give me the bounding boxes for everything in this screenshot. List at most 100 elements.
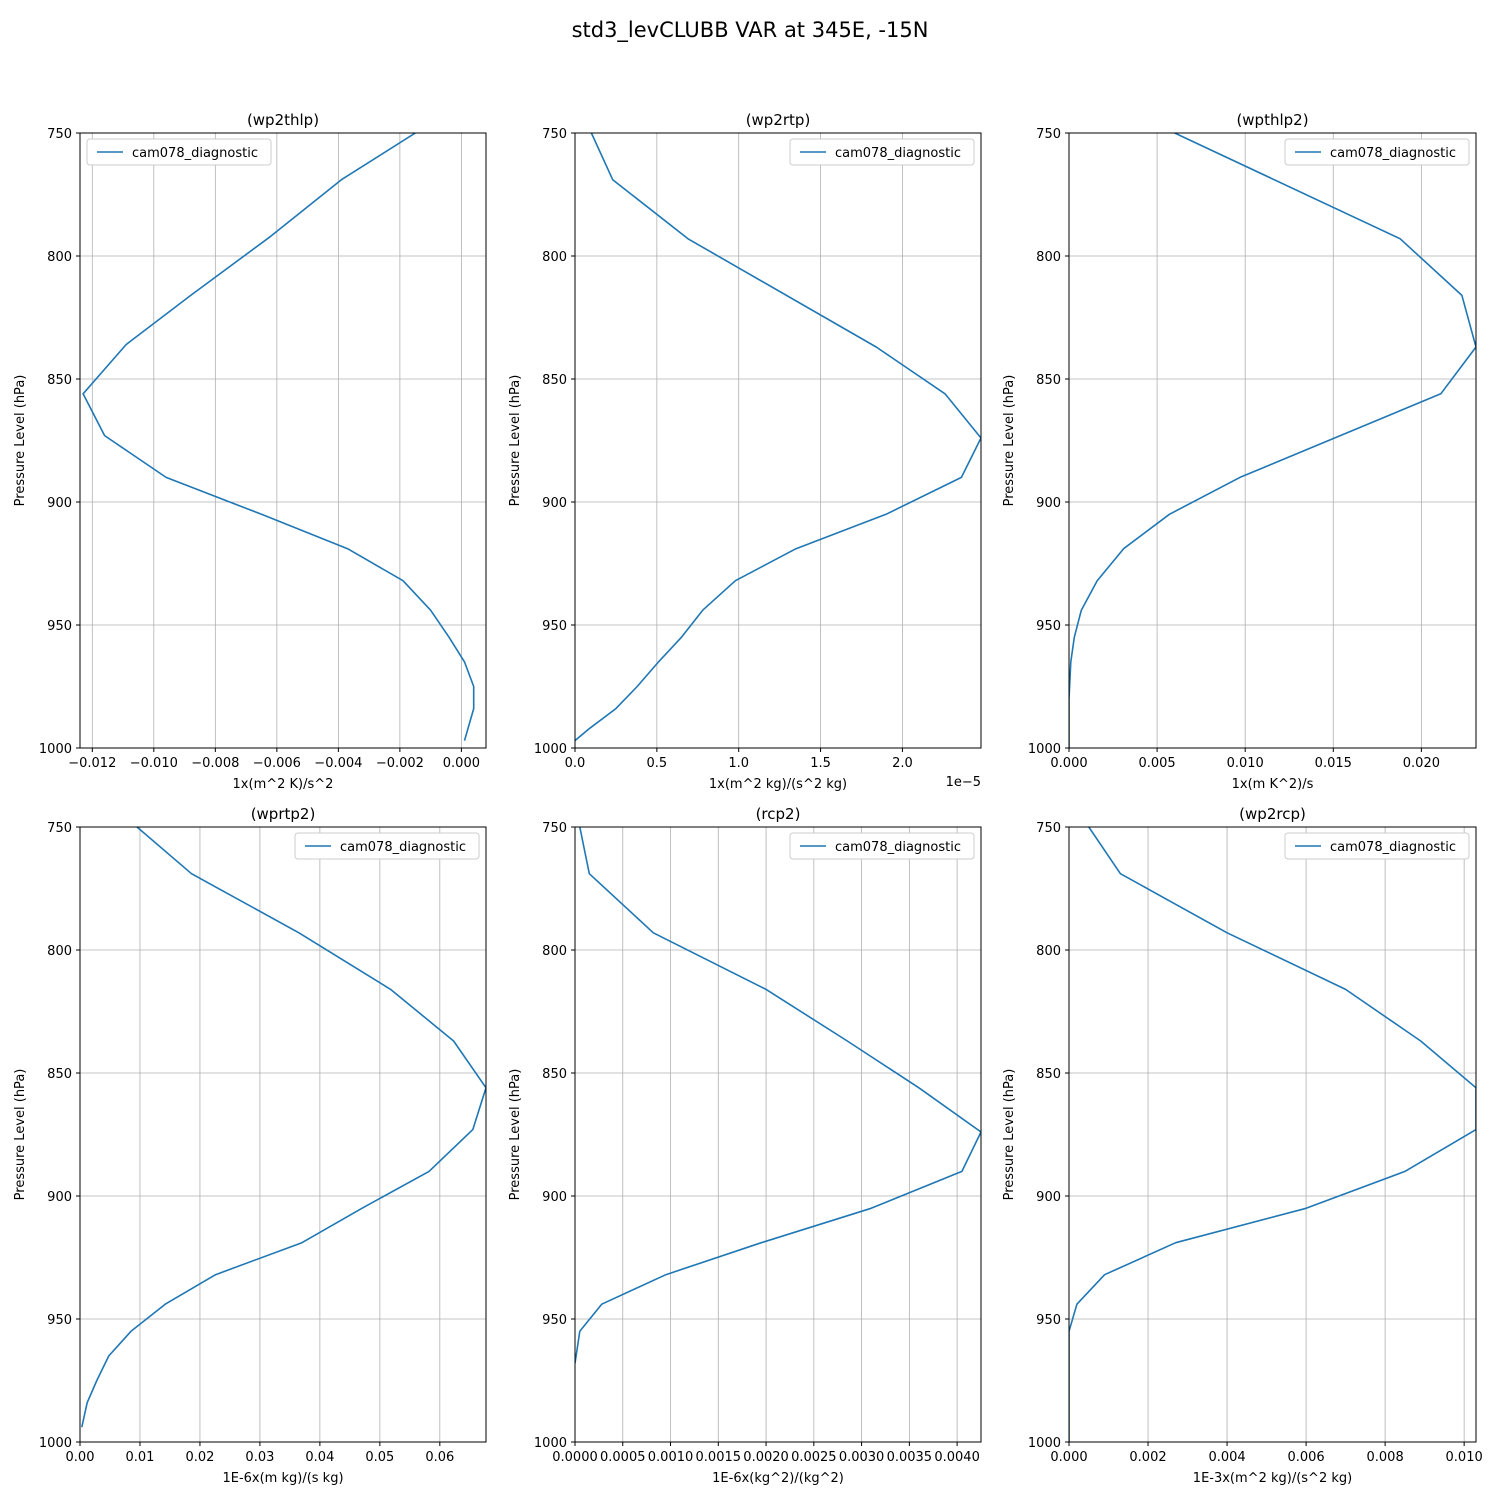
y-axis-label: Pressure Level (hPa) — [1002, 1069, 1017, 1201]
x-tick-label: −0.004 — [314, 756, 362, 771]
y-axis-label: Pressure Level (hPa) — [13, 1069, 28, 1201]
x-axis-label: 1x(m^2 kg)/(s^2 kg) — [709, 777, 847, 792]
legend-frame — [1284, 832, 1470, 860]
x-axis-label: 1x(m^2 K)/s^2 — [233, 777, 334, 792]
x-tick-label: 0.0020 — [743, 1450, 789, 1465]
axes-frame — [79, 132, 487, 749]
legend-label: cam078_diagnostic — [835, 840, 961, 855]
y-tick-label: 950 — [1036, 1313, 1061, 1328]
x-tick-label: 0.004 — [1208, 1450, 1245, 1465]
subplot-title: (wp2rtp) — [746, 111, 811, 129]
y-tick-label: 750 — [542, 127, 567, 142]
x-tick-label: 1.0 — [728, 756, 749, 771]
y-tick-label: 850 — [1036, 373, 1061, 388]
legend-frame — [86, 138, 272, 166]
y-tick-label: 800 — [1036, 944, 1061, 959]
x-tick-label: 0.000 — [1050, 756, 1087, 771]
axes-frame — [1068, 132, 1477, 749]
y-axis-label: Pressure Level (hPa) — [1002, 375, 1017, 507]
legend: cam078_diagnostic — [294, 832, 480, 860]
x-tick-label: −0.012 — [68, 756, 116, 771]
legend-frame — [789, 138, 975, 166]
subplot-5: 0.0000 0.0005 0.0010 0.0015 0.0020 0.0025 0.00… — [508, 805, 982, 1486]
x-axis-label: 1E-3x(m^2 kg)/(s^2 kg) — [1193, 1471, 1352, 1486]
x-axis-label: 1E-6x(kg^2)/(kg^2) — [712, 1471, 844, 1486]
legend-label: cam078_diagnostic — [1330, 840, 1456, 855]
legend-label: cam078_diagnostic — [1330, 146, 1456, 161]
y-tick-label: 950 — [542, 619, 567, 634]
y-tick-label: 1000 — [534, 742, 567, 757]
x-tick-label: 0.0 — [565, 756, 586, 771]
legend-frame — [294, 832, 480, 860]
x-tick-label: 0.005 — [1138, 756, 1175, 771]
x-tick-label: 1.5 — [810, 756, 831, 771]
legend: cam078_diagnostic — [789, 832, 975, 860]
y-tick-label: 850 — [542, 1067, 567, 1082]
x-tick-label: 0.0030 — [839, 1450, 885, 1465]
x-tick-label: 0.020 — [1403, 756, 1440, 771]
y-tick-label: 850 — [47, 373, 72, 388]
subplot-2: 0.0 0.5 1.0 1.5 2.0 750 800 850 900 950 1000 (wp2rt… — [508, 111, 982, 792]
y-tick-label: 750 — [1036, 821, 1061, 836]
subplot-title: (wp2rcp) — [1239, 805, 1306, 823]
subplot-grid: −0.012 −0.010 −0.008 −0.006 −0.004 −0.002 0.00… — [13, 111, 1483, 1486]
y-tick-label: 900 — [47, 496, 72, 511]
x-axis-label: 1x(m K^2)/s — [1232, 777, 1314, 792]
figure-title: std3_levCLUBB VAR at 345E, -15N — [572, 18, 929, 43]
y-tick-label: 900 — [47, 1190, 72, 1205]
subplot-3: 0.000 0.005 0.010 0.015 0.020 750 800 850 900 950… — [1002, 111, 1477, 792]
series-line — [1069, 133, 1476, 748]
x-tick-label: 0.000 — [1050, 1450, 1087, 1465]
legend-frame — [789, 832, 975, 860]
axes-frame — [574, 826, 982, 1443]
x-tick-label: 0.02 — [185, 1450, 214, 1465]
y-tick-label: 900 — [1036, 496, 1061, 511]
x-tick-label: 0.0025 — [791, 1450, 837, 1465]
y-axis-label: Pressure Level (hPa) — [508, 1069, 523, 1201]
y-tick-label: 950 — [47, 1313, 72, 1328]
legend-label: cam078_diagnostic — [132, 146, 258, 161]
x-tick-label: 0.06 — [425, 1450, 454, 1465]
axes-frame — [574, 132, 982, 749]
y-tick-label: 750 — [1036, 127, 1061, 142]
subplot-title: (wp2thlp) — [247, 111, 319, 129]
y-tick-label: 900 — [542, 1190, 567, 1205]
x-tick-label: 0.05 — [365, 1450, 394, 1465]
y-tick-label: 1000 — [1028, 742, 1061, 757]
legend-label: cam078_diagnostic — [340, 840, 466, 855]
y-axis-label: Pressure Level (hPa) — [508, 375, 523, 507]
y-tick-label: 1000 — [534, 1436, 567, 1451]
legend-frame — [1284, 138, 1470, 166]
subplot-title: (wpthlp2) — [1236, 111, 1308, 129]
series-line — [575, 133, 981, 742]
x-axis-label: 1E-6x(m kg)/(s kg) — [222, 1471, 343, 1486]
subplot-title: (rcp2) — [756, 805, 801, 823]
x-tick-label: −0.006 — [253, 756, 301, 771]
axes-frame — [79, 826, 487, 1443]
legend-label: cam078_diagnostic — [835, 146, 961, 161]
series-line — [575, 827, 981, 1364]
y-tick-label: 850 — [47, 1067, 72, 1082]
x-tick-label: 0.010 — [1227, 756, 1264, 771]
y-tick-label: 900 — [542, 496, 567, 511]
x-tick-label: −0.010 — [130, 756, 178, 771]
x-tick-label: 2.0 — [892, 756, 913, 771]
x-tick-label: 0.0010 — [648, 1450, 694, 1465]
y-tick-label: 950 — [47, 619, 72, 634]
series-line — [1069, 827, 1476, 1442]
x-tick-label: 0.0035 — [887, 1450, 933, 1465]
x-tick-label: 0.5 — [647, 756, 668, 771]
y-tick-label: 750 — [47, 821, 72, 836]
y-tick-label: 800 — [542, 944, 567, 959]
subplot-1: −0.012 −0.010 −0.008 −0.006 −0.004 −0.002 0.00… — [13, 111, 487, 792]
x-tick-label: 0.006 — [1287, 1450, 1324, 1465]
subplot-6: 0.000 0.002 0.004 0.006 0.008 0.010 750 800 850 9… — [1002, 805, 1483, 1486]
y-tick-label: 1000 — [1028, 1436, 1061, 1451]
x-tick-label: 0.01 — [125, 1450, 154, 1465]
y-tick-label: 800 — [542, 250, 567, 265]
y-tick-label: 950 — [542, 1313, 567, 1328]
legend: cam078_diagnostic — [789, 138, 975, 166]
x-tick-label: 0.008 — [1367, 1450, 1404, 1465]
y-tick-label: 750 — [542, 821, 567, 836]
